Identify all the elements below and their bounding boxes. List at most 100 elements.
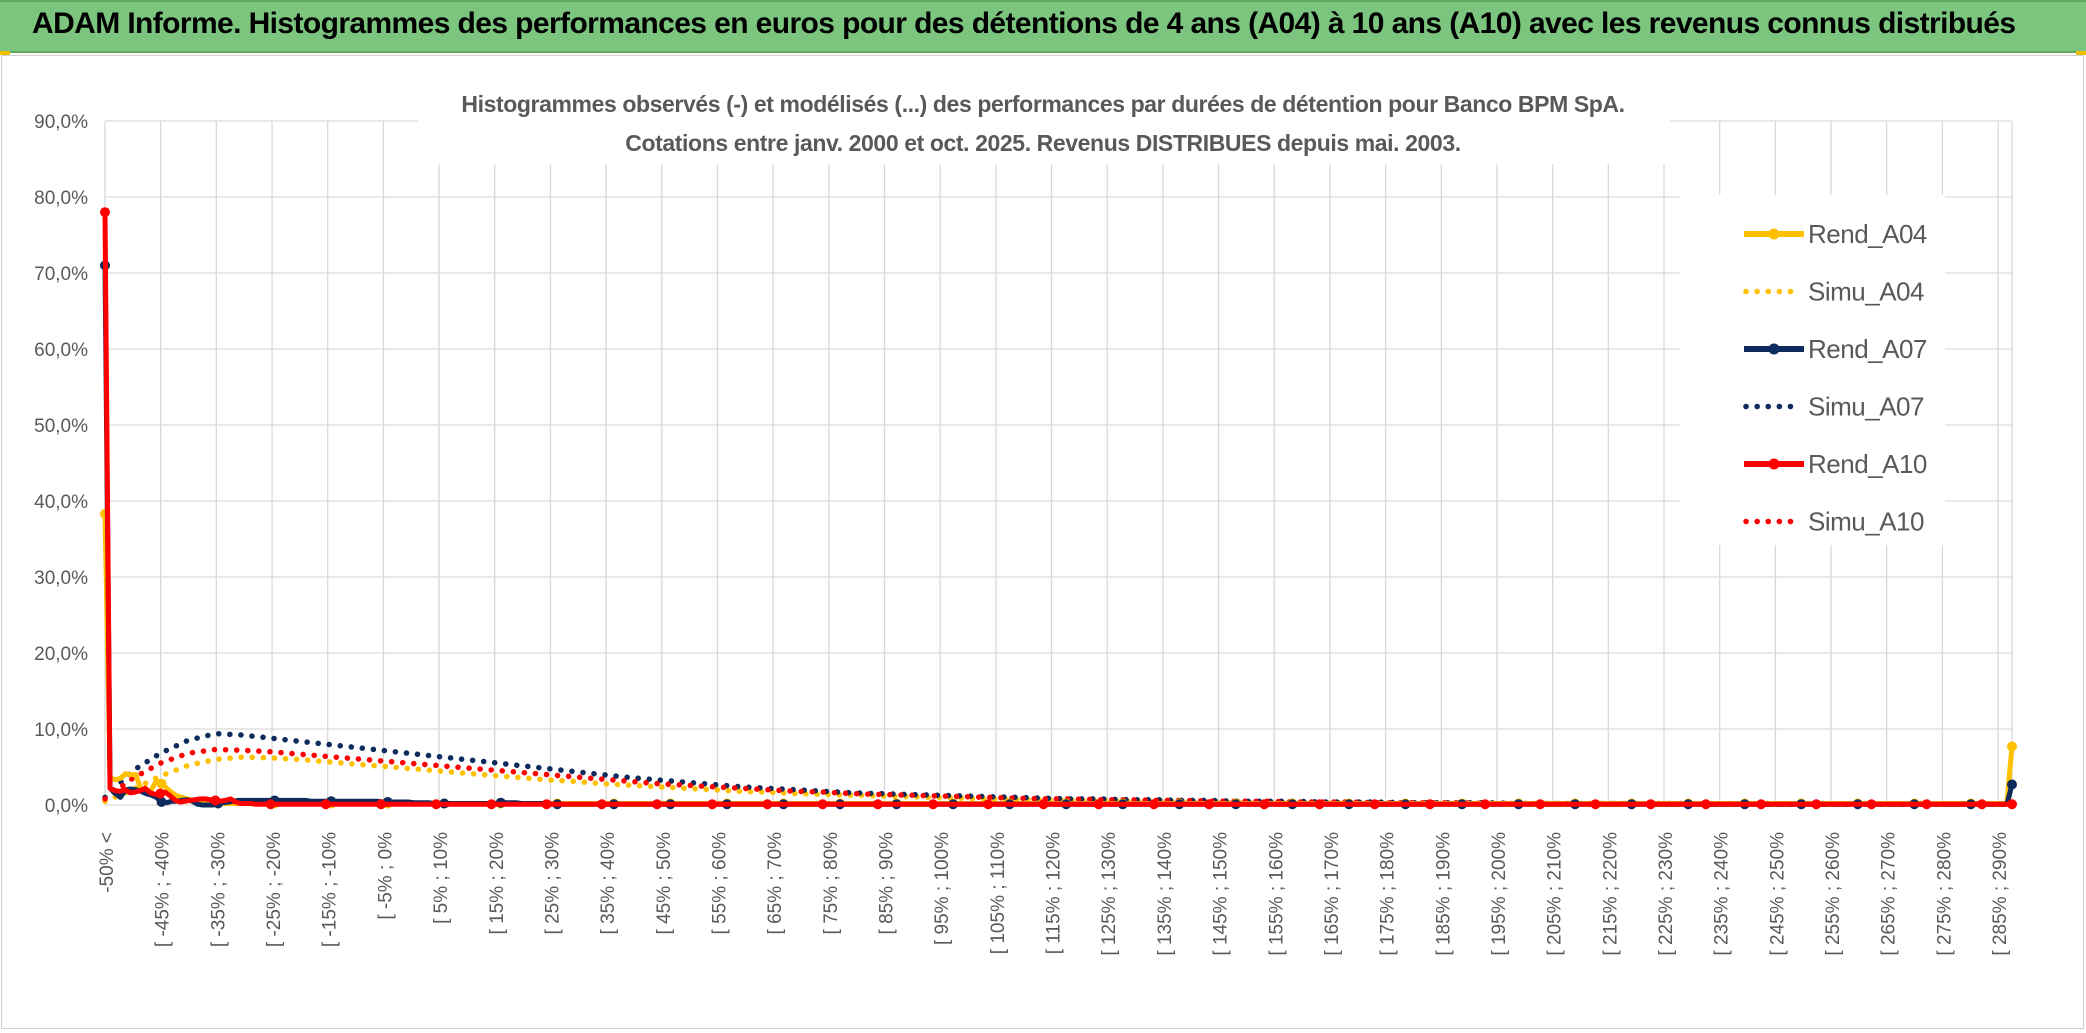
series-line-Rend_A10: [102, 212, 2012, 807]
legend-item-Simu_A07: Simu_A07: [1743, 392, 1924, 422]
x-tick-label: [ 55% ; 60%: [709, 832, 730, 935]
x-tick-label: [ 85% ; 90%: [877, 832, 898, 935]
point-Rend_A10: [596, 799, 607, 810]
legend-label-Simu_A04: Simu_A04: [1808, 277, 1924, 307]
x-tick-label: [ 75% ; 80%: [821, 832, 842, 935]
point-Rend_A10: [320, 799, 331, 810]
chart-title: Histogrammes observés (-) et modélisés (…: [461, 91, 1624, 117]
point-Rend_A10: [1590, 799, 1601, 810]
legend-marker-Rend_A10: [1768, 458, 1780, 470]
point-Rend_A10: [872, 799, 883, 810]
legend-item-Simu_A04: Simu_A04: [1743, 277, 1924, 307]
x-tick-label: [ 175% ; 180%: [1378, 832, 1399, 956]
y-tick-labels: 0,0% 10,0% 20,0% 30,0% 40,0% 50,0% 60,0% 70,0% 8…: [34, 112, 88, 817]
x-tick-label: [ -45% ; -40%: [153, 832, 174, 947]
point-Rend_A10: [983, 799, 994, 810]
y-tick-label: 20,0%: [34, 644, 88, 665]
chart-title-group: Histogrammes observés (-) et modélisés (…: [418, 80, 1670, 164]
series-line-Simu_A10: [102, 746, 2015, 807]
series-Rend_A04: [100, 508, 2017, 809]
x-tick-label: [ 205% ; 210%: [1545, 832, 1566, 956]
y-tick-label: 50,0%: [34, 416, 88, 437]
x-tick-label: [ 65% ; 70%: [765, 832, 786, 935]
point-Rend_A10: [1093, 799, 1104, 810]
y-tick-label: 10,0%: [34, 720, 88, 741]
x-tick-label: [ 265% ; 270%: [1879, 832, 1900, 956]
series-line-Simu_A07: [102, 730, 2015, 807]
legend-label-Rend_A07: Rend_A07: [1808, 334, 1927, 364]
y-tick-label: 70,0%: [34, 264, 88, 285]
x-tick-label: [ 165% ; 170%: [1322, 832, 1343, 956]
point-Rend_A10: [155, 788, 166, 799]
point-Rend_A10: [762, 799, 773, 810]
chart-title-bg: [418, 80, 1670, 164]
x-tick-label: -50% <: [97, 832, 118, 893]
point-Rend_A10: [431, 799, 442, 810]
point-Rend_A10: [1921, 799, 1932, 810]
legend-label-Simu_A10: Simu_A10: [1808, 507, 1924, 537]
x-tick-label: [ 125% ; 130%: [1099, 832, 1120, 956]
x-tick-label: [ -15% ; -10%: [320, 832, 341, 947]
legend-box: [1680, 195, 1945, 545]
y-tick-label: 90,0%: [34, 112, 88, 133]
x-tick-label: [ 185% ; 190%: [1433, 832, 1454, 956]
point-Rend_A10: [817, 799, 828, 810]
legend-label-Rend_A10: Rend_A10: [1808, 449, 1927, 479]
point-Rend_A10: [1700, 799, 1711, 810]
x-tick-labels: -50% < [ -45% ; -40% [ -35% ; -30% [ -25% ;…: [97, 832, 2011, 956]
point-Rend_A10: [100, 207, 110, 218]
x-tick-label: [ 215% ; 220%: [1600, 832, 1621, 956]
x-tick-label: [ -25% ; -20%: [264, 832, 285, 947]
y-tick-label: 80,0%: [34, 188, 88, 209]
point-Rend_A10: [1259, 799, 1270, 810]
x-tick-label: [ -5% ; 0%: [375, 832, 396, 920]
point-Rend_A10: [210, 795, 221, 806]
series-Rend_A10: [100, 207, 2017, 810]
chart-subtitle: Cotations entre janv. 2000 et oct. 2025.…: [625, 130, 1460, 156]
point-Rend_A10: [652, 799, 663, 810]
point-Rend_A10: [541, 799, 552, 810]
x-tick-label: [ 135% ; 140%: [1155, 832, 1176, 956]
legend-item-Rend_A07: Rend_A07: [1744, 334, 1927, 364]
point-Rend_A10: [1976, 799, 1987, 810]
legend-item-Rend_A10: Rend_A10: [1744, 449, 1927, 479]
x-tick-label: [ 45% ; 50%: [654, 832, 675, 935]
point-Rend_A10: [1148, 799, 1159, 810]
x-tick-label: [ 155% ; 160%: [1266, 832, 1287, 956]
x-tick-label: [ 145% ; 150%: [1211, 832, 1232, 956]
chart-frame: [1, 55, 2084, 1029]
legend: Rend_A04 Simu_A04 Rend_A07 Simu_A07 Rend_A10…: [1680, 195, 1945, 545]
point-Rend_A10: [1204, 799, 1215, 810]
point-Rend_A10: [1535, 799, 1546, 810]
point-Rend_A10: [1866, 799, 1877, 810]
legend-item-Rend_A04: Rend_A04: [1744, 219, 1927, 249]
x-tick-label: [ 285% ; 290%: [1990, 832, 2011, 956]
x-tick-label: [ 225% ; 230%: [1656, 832, 1677, 956]
point-Rend_A10: [707, 799, 718, 810]
x-tick-label: [ 25% ; 30%: [542, 832, 563, 935]
series-Simu_A07: [102, 730, 2015, 807]
x-tick-label: [ 115% ; 120%: [1044, 832, 1065, 954]
point-Rend_A10: [2007, 799, 2017, 810]
header-banner: ADAM Informe. Histogrammes des performan…: [0, 0, 2086, 53]
x-tick-label: [ 15% ; 20%: [487, 832, 508, 935]
point-Rend_A10: [1645, 799, 1656, 810]
point-Rend_A04: [2007, 741, 2017, 752]
point-Rend_A10: [1811, 799, 1822, 810]
legend-label-Rend_A04: Rend_A04: [1808, 219, 1927, 249]
series-Simu_A10: [102, 746, 2015, 807]
y-tick-label: 30,0%: [34, 568, 88, 589]
x-tick-label: [ 245% ; 250%: [1767, 832, 1788, 956]
point-Rend_A04: [156, 778, 167, 789]
point-Rend_A07: [156, 796, 167, 807]
x-tick-label: [ 105% ; 110%: [988, 832, 1009, 954]
point-Rend_A10: [1756, 799, 1767, 810]
x-tick-label: [ 5% ; 10%: [431, 832, 452, 924]
point-Rend_A10: [486, 799, 497, 810]
point-Rend_A10: [376, 799, 387, 810]
x-tick-label: [ 95% ; 100%: [932, 832, 953, 945]
point-Rend_A10: [1314, 799, 1325, 810]
legend-marker-Rend_A07: [1768, 343, 1780, 355]
point-Rend_A10: [1369, 799, 1380, 810]
